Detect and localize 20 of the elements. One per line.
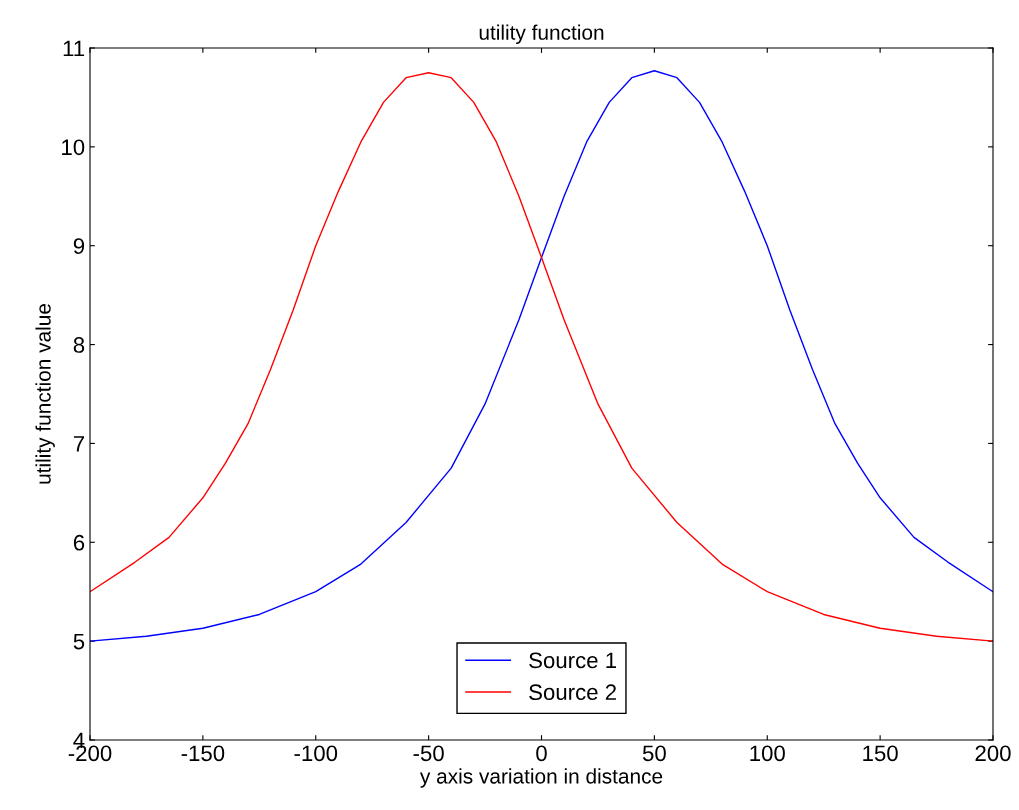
y-tick-label: 8 bbox=[73, 337, 85, 353]
legend-label: Source 2 bbox=[529, 684, 616, 701]
x-tick-label: 200 bbox=[975, 745, 1011, 762]
y-tick-label: 5 bbox=[73, 633, 85, 650]
x-tick-label: -50 bbox=[413, 745, 444, 762]
x-tick-label: 150 bbox=[863, 745, 898, 762]
x-tick-label: -100 bbox=[294, 745, 338, 762]
x-tick-label: -150 bbox=[181, 745, 225, 762]
y-axis-title: utility function value bbox=[35, 304, 55, 484]
y-tick-label: 7 bbox=[73, 436, 85, 452]
chart-title: utility function bbox=[479, 24, 604, 44]
x-tick-label: 100 bbox=[750, 745, 785, 762]
y-tick-label: 10 bbox=[62, 139, 85, 156]
x-axis-title: y axis variation in distance bbox=[419, 768, 663, 788]
x-tick-label: 50 bbox=[642, 745, 666, 762]
legend-label: Source 1 bbox=[529, 652, 616, 669]
y-tick-label: 6 bbox=[73, 534, 85, 551]
x-tick-label: 0 bbox=[536, 745, 547, 762]
y-tick-label: 11 bbox=[63, 40, 85, 57]
y-tick-label: 9 bbox=[73, 238, 85, 254]
